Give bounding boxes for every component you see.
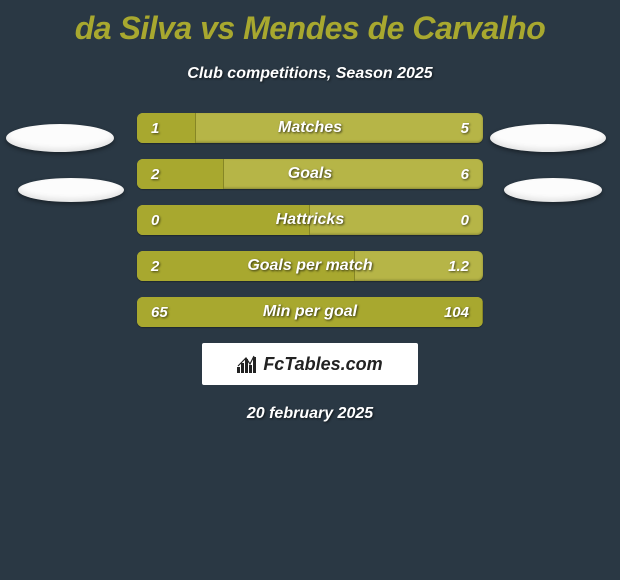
date-line: 20 february 2025: [0, 405, 620, 423]
source-logo: FcTables.com: [202, 343, 418, 385]
metric-label: Matches: [137, 113, 483, 143]
comparison-row: 21.2Goals per match: [137, 251, 483, 281]
bar-track: 00Hattricks: [137, 205, 483, 235]
comparison-row: 26Goals: [137, 159, 483, 189]
club-badge-placeholder: [504, 178, 602, 202]
club-badge-placeholder: [6, 124, 114, 152]
bar-track: 21.2Goals per match: [137, 251, 483, 281]
metric-label: Min per goal: [137, 297, 483, 327]
bar-chart-icon: [237, 355, 257, 373]
comparison-row: 00Hattricks: [137, 205, 483, 235]
club-badge-placeholder: [490, 124, 606, 152]
metric-label: Goals per match: [137, 251, 483, 281]
club-badge-placeholder: [18, 178, 124, 202]
subtitle: Club competitions, Season 2025: [0, 65, 620, 83]
comparison-row: 65104Min per goal: [137, 297, 483, 327]
bar-track: 26Goals: [137, 159, 483, 189]
logo-text: FcTables.com: [263, 354, 382, 375]
bar-track: 65104Min per goal: [137, 297, 483, 327]
metric-label: Hattricks: [137, 205, 483, 235]
page-title: da Silva vs Mendes de Carvalho: [0, 0, 620, 47]
metric-label: Goals: [137, 159, 483, 189]
bar-track: 15Matches: [137, 113, 483, 143]
comparison-row: 15Matches: [137, 113, 483, 143]
